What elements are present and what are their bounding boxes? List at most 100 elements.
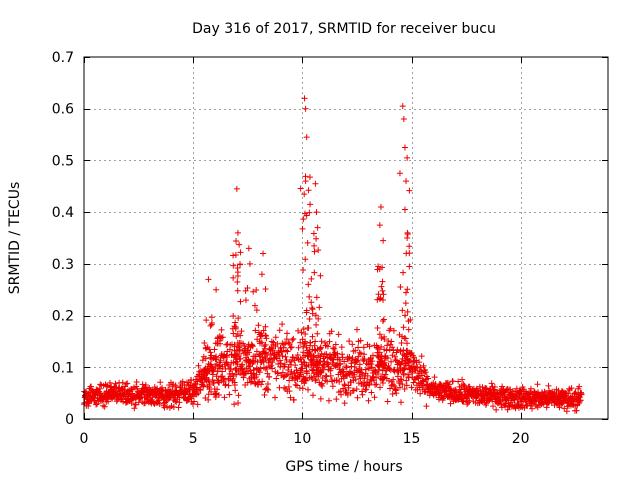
data-point (397, 284, 404, 291)
data-point (224, 353, 231, 360)
data-point (303, 307, 310, 314)
data-point (385, 377, 392, 384)
data-point (363, 386, 370, 393)
data-point (205, 378, 212, 385)
data-point (377, 295, 384, 302)
data-point (302, 256, 309, 263)
data-point (229, 370, 236, 377)
data-point (417, 390, 424, 397)
data-point (356, 361, 363, 368)
data-point (389, 352, 396, 359)
data-point (307, 342, 314, 349)
data-point (405, 318, 412, 325)
data-point (308, 305, 315, 312)
data-point (239, 361, 246, 368)
data-point (446, 381, 453, 388)
data-point (123, 381, 130, 388)
data-point (298, 329, 305, 336)
data-point (402, 300, 409, 307)
data-point (195, 390, 202, 397)
data-point (284, 348, 291, 355)
y-tick-label: 0.5 (52, 153, 74, 169)
data-point (263, 364, 270, 371)
data-point (260, 327, 267, 334)
data-point (251, 302, 258, 309)
data-point (360, 344, 367, 351)
data-point (545, 382, 552, 389)
data-point (374, 344, 381, 351)
data-point (234, 339, 241, 346)
data-point (346, 354, 353, 361)
data-point (406, 243, 413, 250)
data-point (402, 312, 409, 319)
data-point (541, 388, 548, 395)
data-point (253, 307, 260, 314)
data-point (133, 379, 140, 386)
data-point (261, 392, 268, 399)
data-point (295, 327, 302, 334)
data-point (313, 235, 320, 242)
data-point (483, 385, 490, 392)
data-point (216, 362, 223, 369)
data-point (304, 239, 311, 246)
data-point (447, 400, 454, 407)
data-point (287, 394, 294, 401)
data-point (303, 212, 310, 219)
data-point (379, 380, 386, 387)
data-point (156, 395, 163, 402)
data-point (380, 291, 387, 298)
data-point (262, 285, 269, 292)
data-point (423, 403, 430, 410)
data-point (361, 351, 368, 358)
data-point (283, 357, 290, 364)
data-point (255, 322, 262, 329)
peak-point (302, 178, 309, 185)
data-point (233, 238, 240, 245)
data-point (247, 344, 254, 351)
data-point (218, 326, 225, 333)
data-point (255, 329, 262, 336)
y-tick-label: 0.3 (52, 257, 74, 273)
data-point (436, 396, 443, 403)
data-point (281, 384, 288, 391)
data-point (257, 357, 264, 364)
data-point (384, 355, 391, 362)
peak-point (376, 222, 383, 229)
data-point (375, 291, 382, 298)
data-point (319, 382, 326, 389)
data-points (81, 95, 585, 415)
data-point (276, 357, 283, 364)
data-point (403, 382, 410, 389)
data-point (527, 385, 534, 392)
data-point (578, 391, 585, 398)
data-point (179, 378, 186, 385)
data-point (310, 362, 317, 369)
data-point (375, 263, 382, 270)
data-point (212, 394, 219, 401)
data-point (195, 362, 202, 369)
x-tick-label: 5 (189, 431, 198, 447)
data-point (345, 384, 352, 391)
data-point (235, 399, 242, 406)
data-point (299, 365, 306, 372)
data-point (326, 338, 333, 345)
data-point (262, 323, 269, 330)
data-point (201, 370, 208, 377)
data-point (231, 323, 238, 330)
data-point (285, 367, 292, 373)
data-point (208, 367, 215, 374)
data-point (203, 317, 210, 324)
data-point (493, 406, 500, 413)
data-point (355, 344, 362, 351)
data-point (251, 380, 258, 387)
data-point (106, 379, 113, 386)
data-point (199, 357, 206, 364)
data-point (290, 396, 297, 403)
data-point (399, 355, 406, 362)
data-point (237, 261, 244, 268)
data-point (258, 381, 265, 388)
data-point (400, 347, 407, 354)
data-point (573, 407, 580, 414)
data-point (289, 337, 296, 344)
data-point (404, 286, 411, 293)
